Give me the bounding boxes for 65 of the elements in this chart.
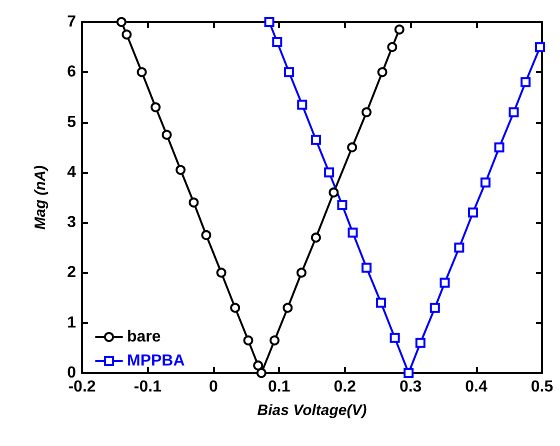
point	[270, 335, 280, 346]
x-axis-title: Bias Voltage(V)	[257, 402, 367, 419]
point	[535, 42, 546, 52]
point	[136, 67, 147, 78]
point	[337, 200, 348, 210]
point	[362, 262, 372, 273]
point	[430, 302, 440, 313]
y-tick-label: 4	[67, 164, 76, 181]
point	[348, 228, 358, 238]
x-tick-label: -0.2	[68, 378, 96, 396]
point	[272, 37, 282, 48]
point	[494, 142, 504, 152]
point	[230, 302, 240, 313]
point	[508, 107, 519, 118]
y-tick-label: 5	[67, 114, 76, 131]
y-tick-label: 7	[67, 14, 76, 30]
point	[362, 107, 372, 118]
point	[243, 335, 254, 346]
x-tick-label: -0.1	[134, 378, 162, 396]
y-tick-label: 3	[67, 214, 76, 232]
x-tick-label: 0.5	[530, 378, 554, 396]
point	[297, 100, 308, 110]
point	[328, 187, 339, 198]
legend-label: bare	[127, 328, 161, 346]
y-tick-label: 6	[67, 64, 76, 81]
point	[310, 232, 321, 243]
point	[296, 268, 306, 278]
point	[216, 268, 226, 278]
x-tick-label: 0	[208, 378, 218, 396]
point	[150, 102, 161, 112]
y-tick-label: 2	[67, 264, 76, 282]
x-tick-label: 0.4	[465, 378, 488, 396]
point	[480, 177, 490, 188]
point	[282, 302, 293, 313]
x-tick-label: 0.2	[334, 378, 356, 396]
point	[440, 278, 450, 288]
y-tick-label: 0	[67, 364, 76, 382]
point	[264, 17, 274, 27]
point	[310, 134, 321, 145]
point	[376, 298, 386, 308]
point	[520, 77, 531, 88]
x-tick-label: 0.3	[399, 378, 422, 396]
point	[116, 17, 126, 27]
point	[468, 208, 478, 218]
point	[284, 67, 294, 78]
point	[256, 368, 266, 378]
point	[162, 130, 172, 140]
legend-label: MPPBA	[127, 352, 186, 370]
point	[387, 42, 398, 52]
point	[390, 332, 400, 343]
point	[176, 164, 186, 175]
point	[347, 142, 358, 152]
point	[394, 24, 404, 35]
y-tick-label: 1	[67, 314, 76, 332]
y-axis-title: Mag (nA)	[32, 165, 49, 230]
point	[253, 360, 264, 370]
x-tick-label: 0.1	[268, 378, 290, 396]
point	[188, 198, 199, 208]
point	[454, 242, 464, 253]
point	[415, 338, 426, 348]
point	[324, 167, 334, 178]
point	[122, 30, 132, 40]
point	[377, 67, 388, 78]
point	[404, 368, 414, 378]
point	[201, 230, 212, 240]
